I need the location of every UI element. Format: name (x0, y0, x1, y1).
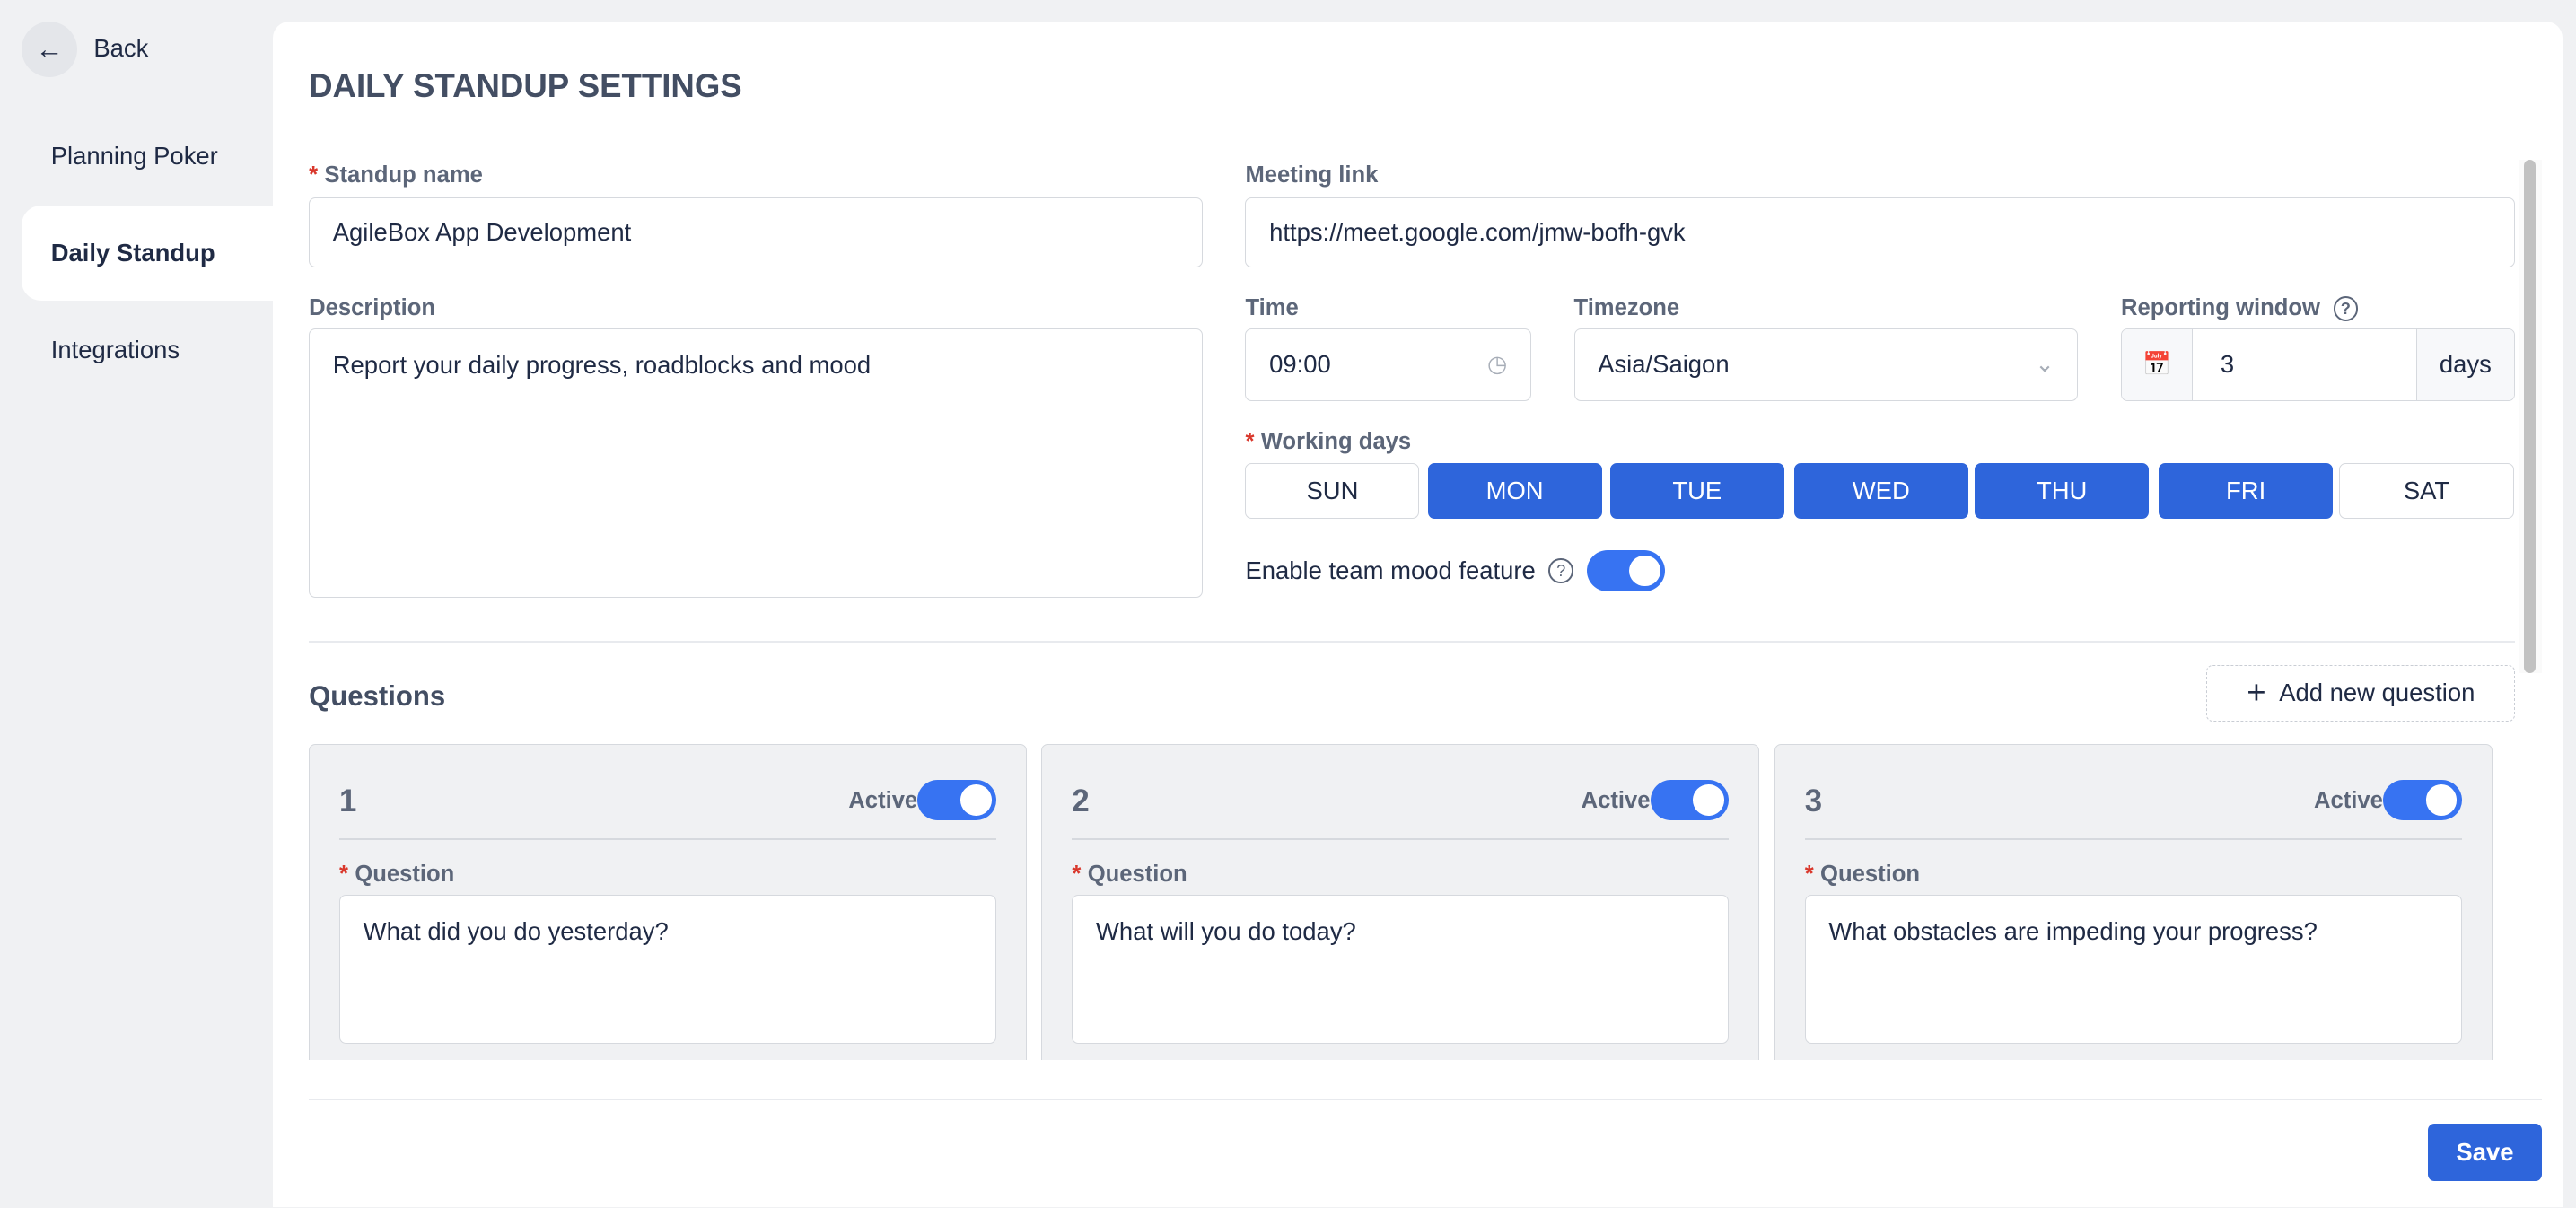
page-title: DAILY STANDUP SETTINGS (309, 67, 742, 105)
arrow-left-icon: ← (35, 32, 64, 65)
active-label: Active (848, 787, 918, 813)
mood-toggle[interactable] (1586, 550, 1666, 591)
mood-row: Enable team mood feature ? (1245, 550, 1666, 591)
meeting-link-input[interactable]: https://meet.google.com/jmw-bofh-gvk (1245, 197, 2516, 268)
calendar-icon: 📅 (2122, 329, 2193, 400)
add-question-button[interactable]: + Add new question (2206, 665, 2516, 722)
description-textarea[interactable]: Report your daily progress, roadblocks a… (309, 328, 1203, 599)
active-toggle[interactable] (917, 779, 997, 821)
footer (272, 1059, 2563, 1208)
day-tue[interactable]: TUE (1609, 463, 1784, 520)
question-textarea[interactable]: What did you do yesterday? (339, 894, 997, 1045)
plus-icon: + (2247, 674, 2266, 712)
day-sat[interactable]: SAT (2339, 463, 2514, 520)
mood-label: Enable team mood feature (1245, 556, 1536, 585)
sidebar-item-integrations[interactable]: Integrations (50, 335, 180, 363)
time-label: Time (1245, 295, 1299, 321)
divider (1072, 838, 1730, 841)
divider (1804, 838, 2462, 841)
sidebar-item-planning-poker[interactable]: Planning Poker (50, 141, 218, 170)
timezone-label: Timezone (1573, 295, 1680, 321)
description-label: Description (309, 295, 435, 321)
time-input[interactable]: 09:00 ◷ (1245, 328, 1531, 401)
help-icon[interactable]: ? (2333, 296, 2359, 321)
scrollbar[interactable] (2519, 159, 2542, 674)
question-label: * Question (339, 862, 455, 888)
clock-icon: ◷ (1486, 352, 1508, 378)
back-button[interactable]: ← (21, 21, 77, 77)
day-wed[interactable]: WED (1793, 463, 1968, 520)
question-number: 1 (339, 784, 357, 819)
save-button[interactable]: Save (2428, 1123, 2542, 1182)
standup-name-input[interactable]: AgileBox App Development (309, 197, 1203, 268)
reporting-window-input[interactable]: 3 (2220, 350, 2235, 379)
active-toggle[interactable] (2382, 779, 2462, 821)
question-card: 3 Active * Question What obstacles are im… (1774, 744, 2493, 1060)
active-label: Active (1581, 787, 1651, 813)
reporting-window-label: Reporting window? (2121, 295, 2359, 321)
questions-title: Questions (309, 679, 446, 712)
question-number: 3 (1804, 784, 1823, 819)
day-sun[interactable]: SUN (1245, 463, 1420, 520)
question-card: 1 Active * Question What did you do yeste… (309, 744, 1027, 1060)
help-icon[interactable]: ? (1548, 558, 1573, 583)
divider (339, 838, 997, 841)
chevron-down-icon: ⌄ (2035, 352, 2055, 378)
day-fri[interactable]: FRI (2159, 463, 2334, 520)
standup-name-label: * Standup name (309, 162, 483, 188)
question-card: 2 Active * Question What will you do toda… (1041, 744, 1760, 1060)
working-days-label: * Working days (1245, 428, 1412, 454)
sidebar-item-daily-standup[interactable]: Daily Standup (21, 205, 273, 301)
day-mon[interactable]: MON (1427, 463, 1602, 520)
meeting-link-label: Meeting link (1245, 162, 1379, 188)
question-label: * Question (1804, 862, 1921, 888)
question-label: * Question (1072, 862, 1187, 888)
scrollbar-thumb[interactable] (2524, 159, 2537, 674)
timezone-select[interactable]: Asia/Saigon ⌄ (1573, 328, 2079, 401)
day-thu[interactable]: THU (1975, 463, 2150, 520)
footer-divider (309, 1099, 2542, 1101)
back-label[interactable]: Back (93, 34, 149, 63)
divider (309, 640, 2516, 643)
question-number: 2 (1072, 784, 1090, 819)
reporting-window-group: 📅 3 days (2121, 328, 2516, 401)
active-label: Active (2314, 787, 2383, 813)
question-textarea[interactable]: What obstacles are impeding your progres… (1804, 894, 2462, 1045)
active-toggle[interactable] (1650, 779, 1730, 821)
question-textarea[interactable]: What will you do today? (1072, 894, 1730, 1045)
days-unit: days (2415, 329, 2515, 400)
